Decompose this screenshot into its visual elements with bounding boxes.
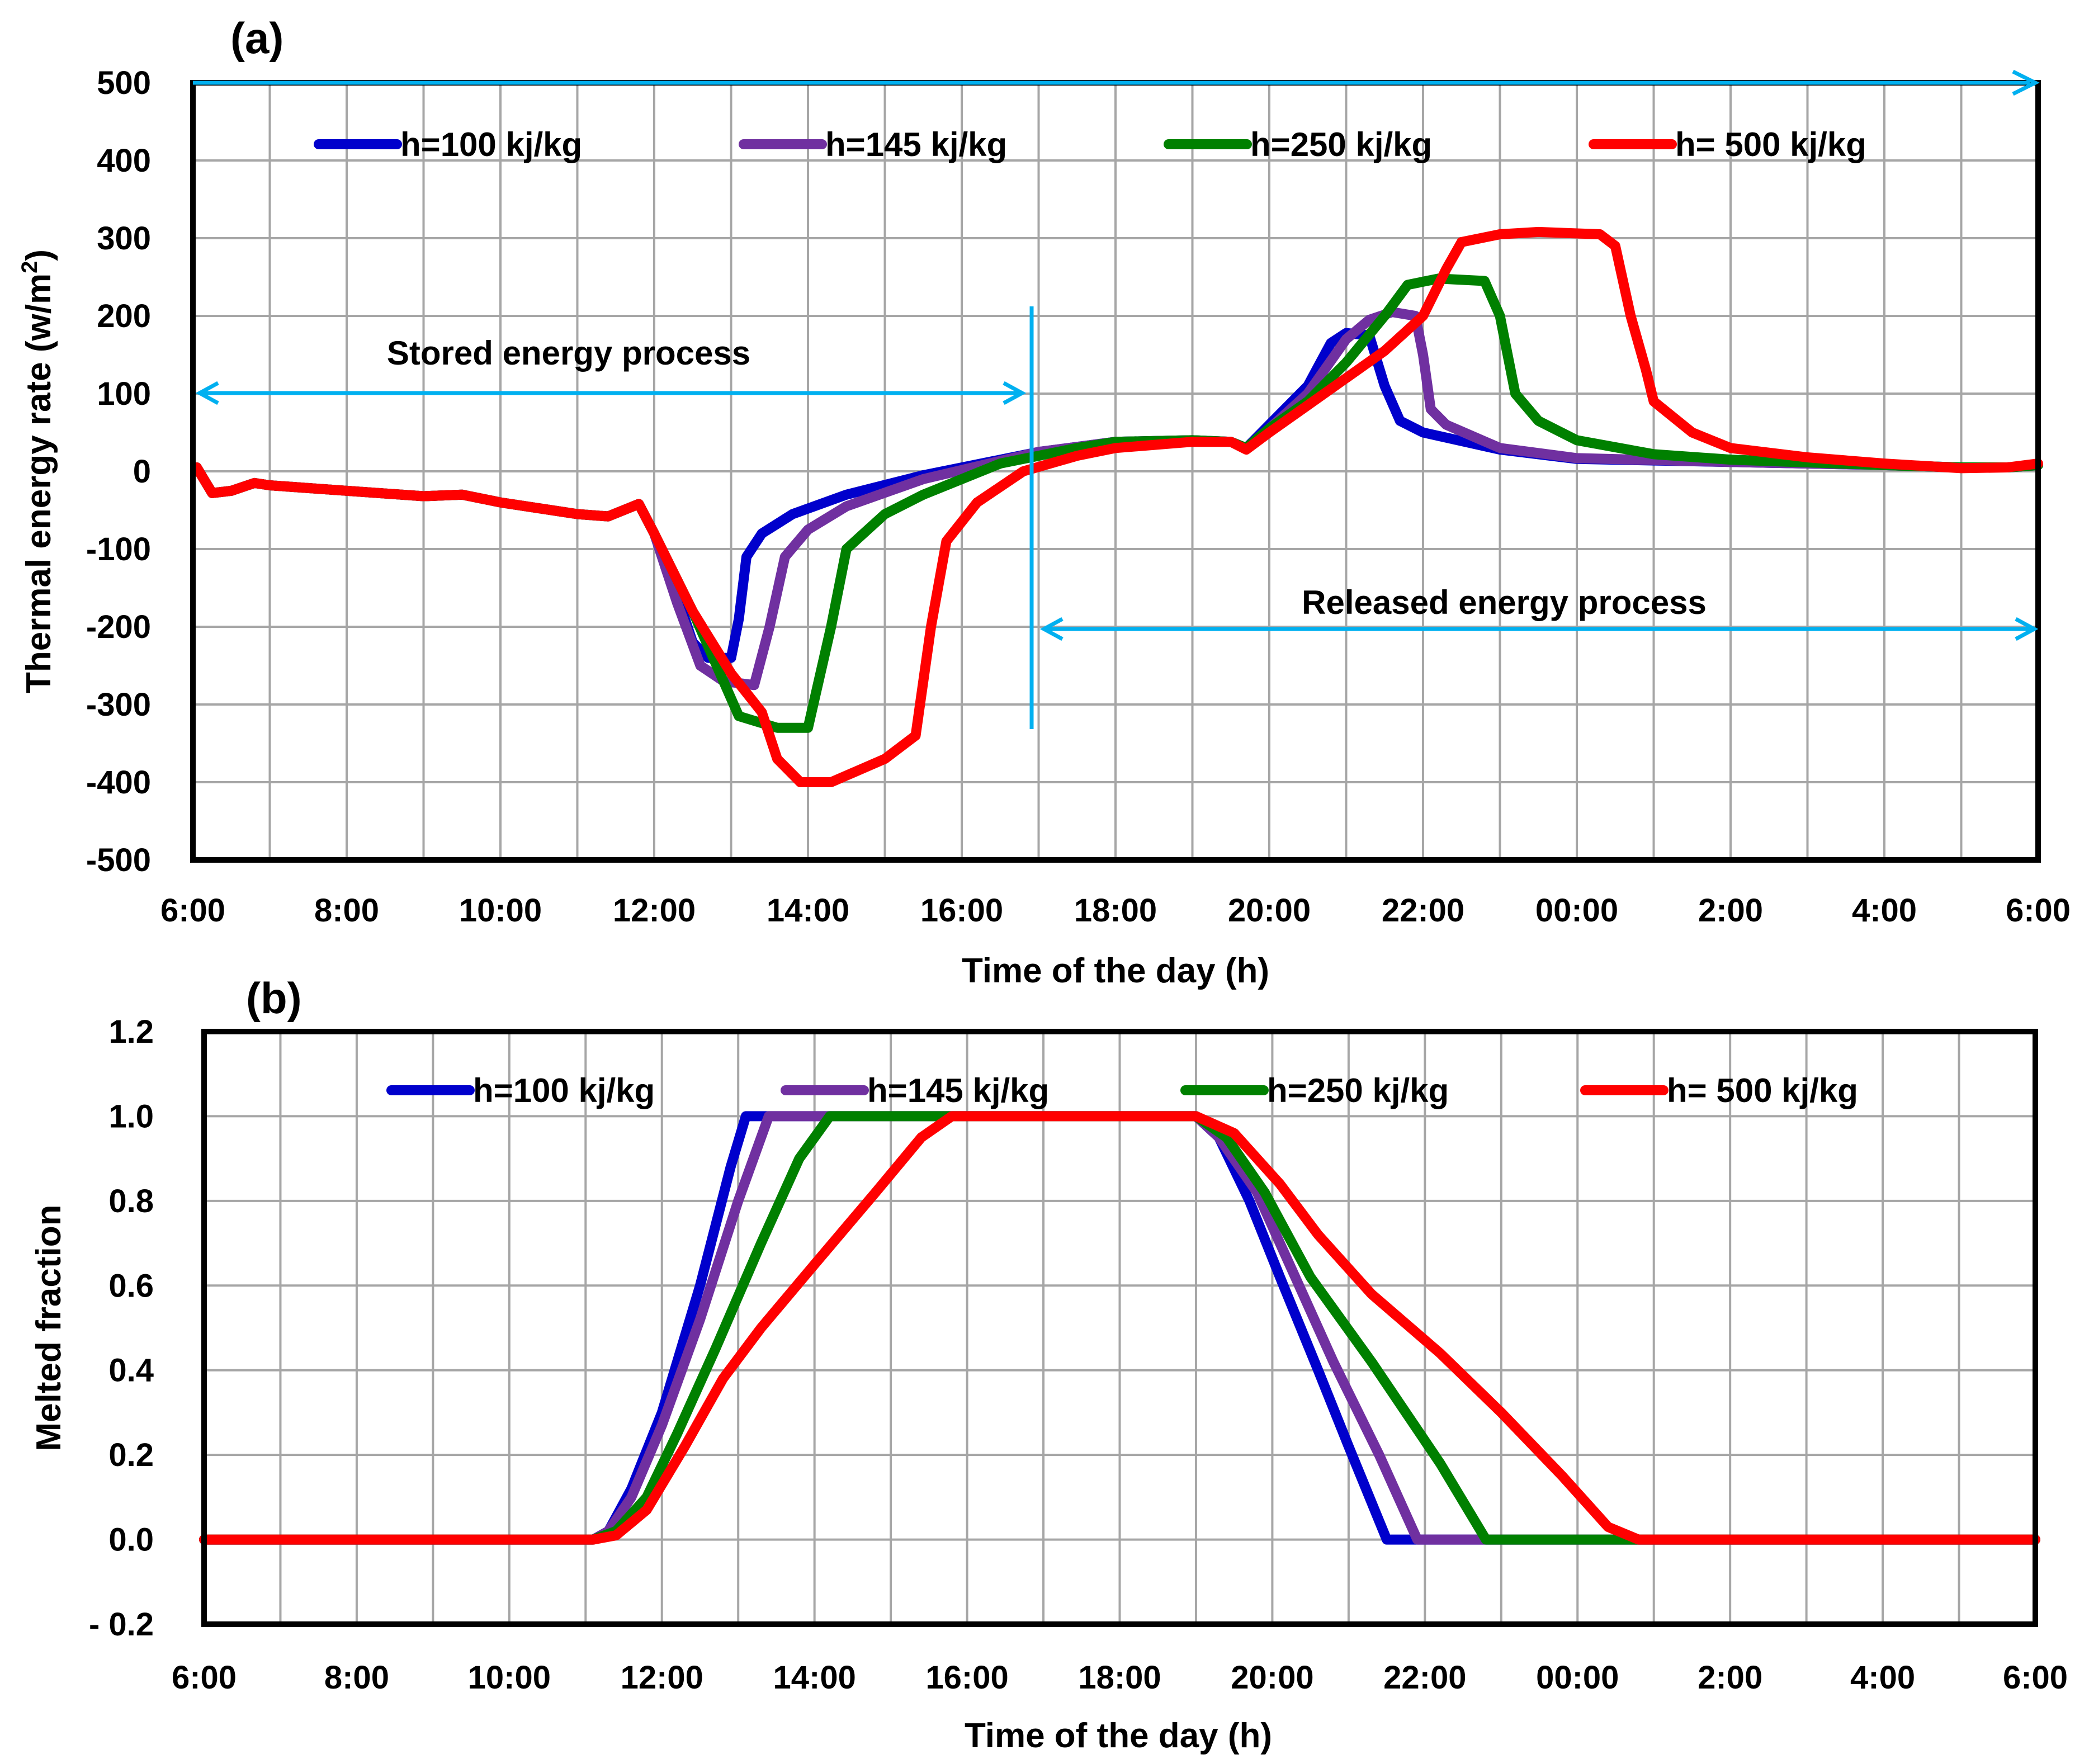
- panel-a-grid: [192, 82, 2039, 861]
- x-tick-label: 4:00: [1852, 892, 1917, 929]
- legend-label: h=100 kj/kg: [400, 126, 582, 163]
- x-tick-label: 22:00: [1382, 892, 1464, 929]
- x-tick-label: 4:00: [1850, 1659, 1915, 1696]
- x-tick-label: 16:00: [925, 1659, 1008, 1696]
- x-tick-label: 8:00: [324, 1659, 389, 1696]
- x-tick-label: 6:00: [2003, 1659, 2068, 1696]
- released-arrow-head-right: [2015, 617, 2039, 641]
- legend-label: h=145 kj/kg: [825, 126, 1007, 163]
- x-tick-label: 18:00: [1074, 892, 1157, 929]
- y-tick-label: 1.2: [108, 1014, 154, 1050]
- x-tick-label: 20:00: [1231, 1659, 1313, 1696]
- x-tick-label: 10:00: [459, 892, 542, 929]
- y-tick-label: 300: [97, 220, 151, 257]
- panel-a-y-axis-label: Thermal energy rate (w/m2): [17, 249, 58, 693]
- x-tick-label: 14:00: [773, 1659, 856, 1696]
- x-tick-label: 6:00: [2006, 892, 2071, 929]
- y-tick-label: 0.0: [108, 1522, 154, 1558]
- released-energy-annotation: Released energy process: [1039, 584, 2039, 641]
- stored-energy-label: Stored energy process: [387, 334, 750, 372]
- x-tick-label: 16:00: [920, 892, 1003, 929]
- panel-a-y-tick-labels: 500 400 300 200 100 0 -100 -200 -300 -400 -500: [86, 65, 151, 878]
- series-line-4: [191, 226, 2043, 787]
- panel-a-x-tick-labels: 6:00 8:00 10:00 12:00 14:00 16:00 18:00 20:00 22…: [160, 892, 2071, 929]
- top-arrow-head: [2012, 69, 2040, 96]
- stored-arrow-head-right: [1003, 381, 1027, 405]
- x-tick-label: 22:00: [1383, 1659, 1466, 1696]
- x-tick-label: 20:00: [1228, 892, 1311, 929]
- panel-a: (a) 500 400 300 200 100 0 -100 -200 -300 -400 -500…: [17, 13, 2071, 990]
- y-tick-label: 0.2: [108, 1437, 154, 1473]
- x-tick-label: 12:00: [613, 892, 696, 929]
- y-tick-label: -100: [86, 531, 151, 567]
- panel-b-label: (b): [246, 973, 302, 1023]
- released-arrow-head-left: [1039, 617, 1064, 641]
- panel-b-x-tick-labels: 6:00 8:00 10:00 12:00 14:00 16:00 18:00 20:00 22…: [172, 1659, 2068, 1696]
- y-tick-label: 0.6: [108, 1268, 154, 1304]
- legend-label: h=250 kj/kg: [1267, 1072, 1449, 1109]
- legend-label: h=100 kj/kg: [473, 1072, 655, 1109]
- panel-b: (b) 1.2 1.0 0.8 0.6 0.4 0.2 0.0 - 0.2 6:00 8:00 1…: [30, 973, 2068, 1755]
- panel-b-frame: [201, 1029, 2038, 1627]
- panel-a-series: [191, 226, 2043, 787]
- stored-energy-annotation: Stored energy process: [195, 334, 1027, 405]
- panel-b-legend: h=100 kj/kg h=145 kj/kg h=250 kj/kg h= 500 …: [386, 1072, 1858, 1109]
- y-tick-label: 0.4: [108, 1352, 154, 1389]
- series-line-4: [199, 1111, 2040, 1545]
- panel-a-annotations: Stored energy process Released energy pr…: [193, 69, 2040, 729]
- panel-b-y-axis-label: Melted fraction: [30, 1205, 68, 1451]
- x-tick-label: 00:00: [1535, 892, 1618, 929]
- y-tick-label: -400: [86, 764, 151, 801]
- y-tick-label: -500: [86, 842, 151, 878]
- legend-label: h=250 kj/kg: [1250, 126, 1432, 163]
- y-tick-label: 200: [97, 298, 151, 334]
- legend-label: h=145 kj/kg: [867, 1072, 1049, 1109]
- x-tick-label: 00:00: [1536, 1659, 1619, 1696]
- released-energy-label: Released energy process: [1302, 584, 1707, 621]
- panel-a-x-axis-label: Time of the day (h): [962, 952, 1269, 990]
- legend-label: h= 500 kj/kg: [1667, 1072, 1858, 1109]
- y-tick-label: 500: [97, 65, 151, 101]
- series-line-3: [199, 1111, 2040, 1545]
- y-tick-label: 1.0: [108, 1098, 154, 1134]
- x-tick-label: 2:00: [1698, 892, 1763, 929]
- panel-a-label: (a): [230, 13, 283, 63]
- y-tick-label: - 0.2: [89, 1606, 154, 1643]
- x-tick-label: 2:00: [1698, 1659, 1762, 1696]
- y-tick-label: -200: [86, 609, 151, 645]
- y-tick-label: 0: [133, 453, 151, 490]
- x-tick-label: 10:00: [468, 1659, 551, 1696]
- panel-b-y-tick-labels: 1.2 1.0 0.8 0.6 0.4 0.2 0.0 - 0.2: [89, 1014, 154, 1643]
- panel-b-x-axis-label: Time of the day (h): [965, 1716, 1272, 1755]
- x-tick-label: 18:00: [1078, 1659, 1161, 1696]
- y-tick-label: -300: [86, 687, 151, 723]
- y-tick-label: 100: [97, 376, 151, 412]
- x-tick-label: 8:00: [314, 892, 379, 929]
- panel-a-legend: h=100 kj/kg h=145 kj/kg h=250 kj/kg h= 500 …: [314, 126, 1866, 163]
- y-tick-label: 400: [97, 143, 151, 179]
- x-tick-label: 6:00: [160, 892, 225, 929]
- y-tick-label: 0.8: [108, 1183, 154, 1219]
- x-tick-label: 6:00: [172, 1659, 237, 1696]
- x-tick-label: 12:00: [621, 1659, 703, 1696]
- legend-label: h= 500 kj/kg: [1675, 126, 1866, 163]
- x-tick-label: 14:00: [767, 892, 849, 929]
- panel-b-series: [199, 1111, 2040, 1545]
- stored-arrow-head-left: [195, 381, 219, 405]
